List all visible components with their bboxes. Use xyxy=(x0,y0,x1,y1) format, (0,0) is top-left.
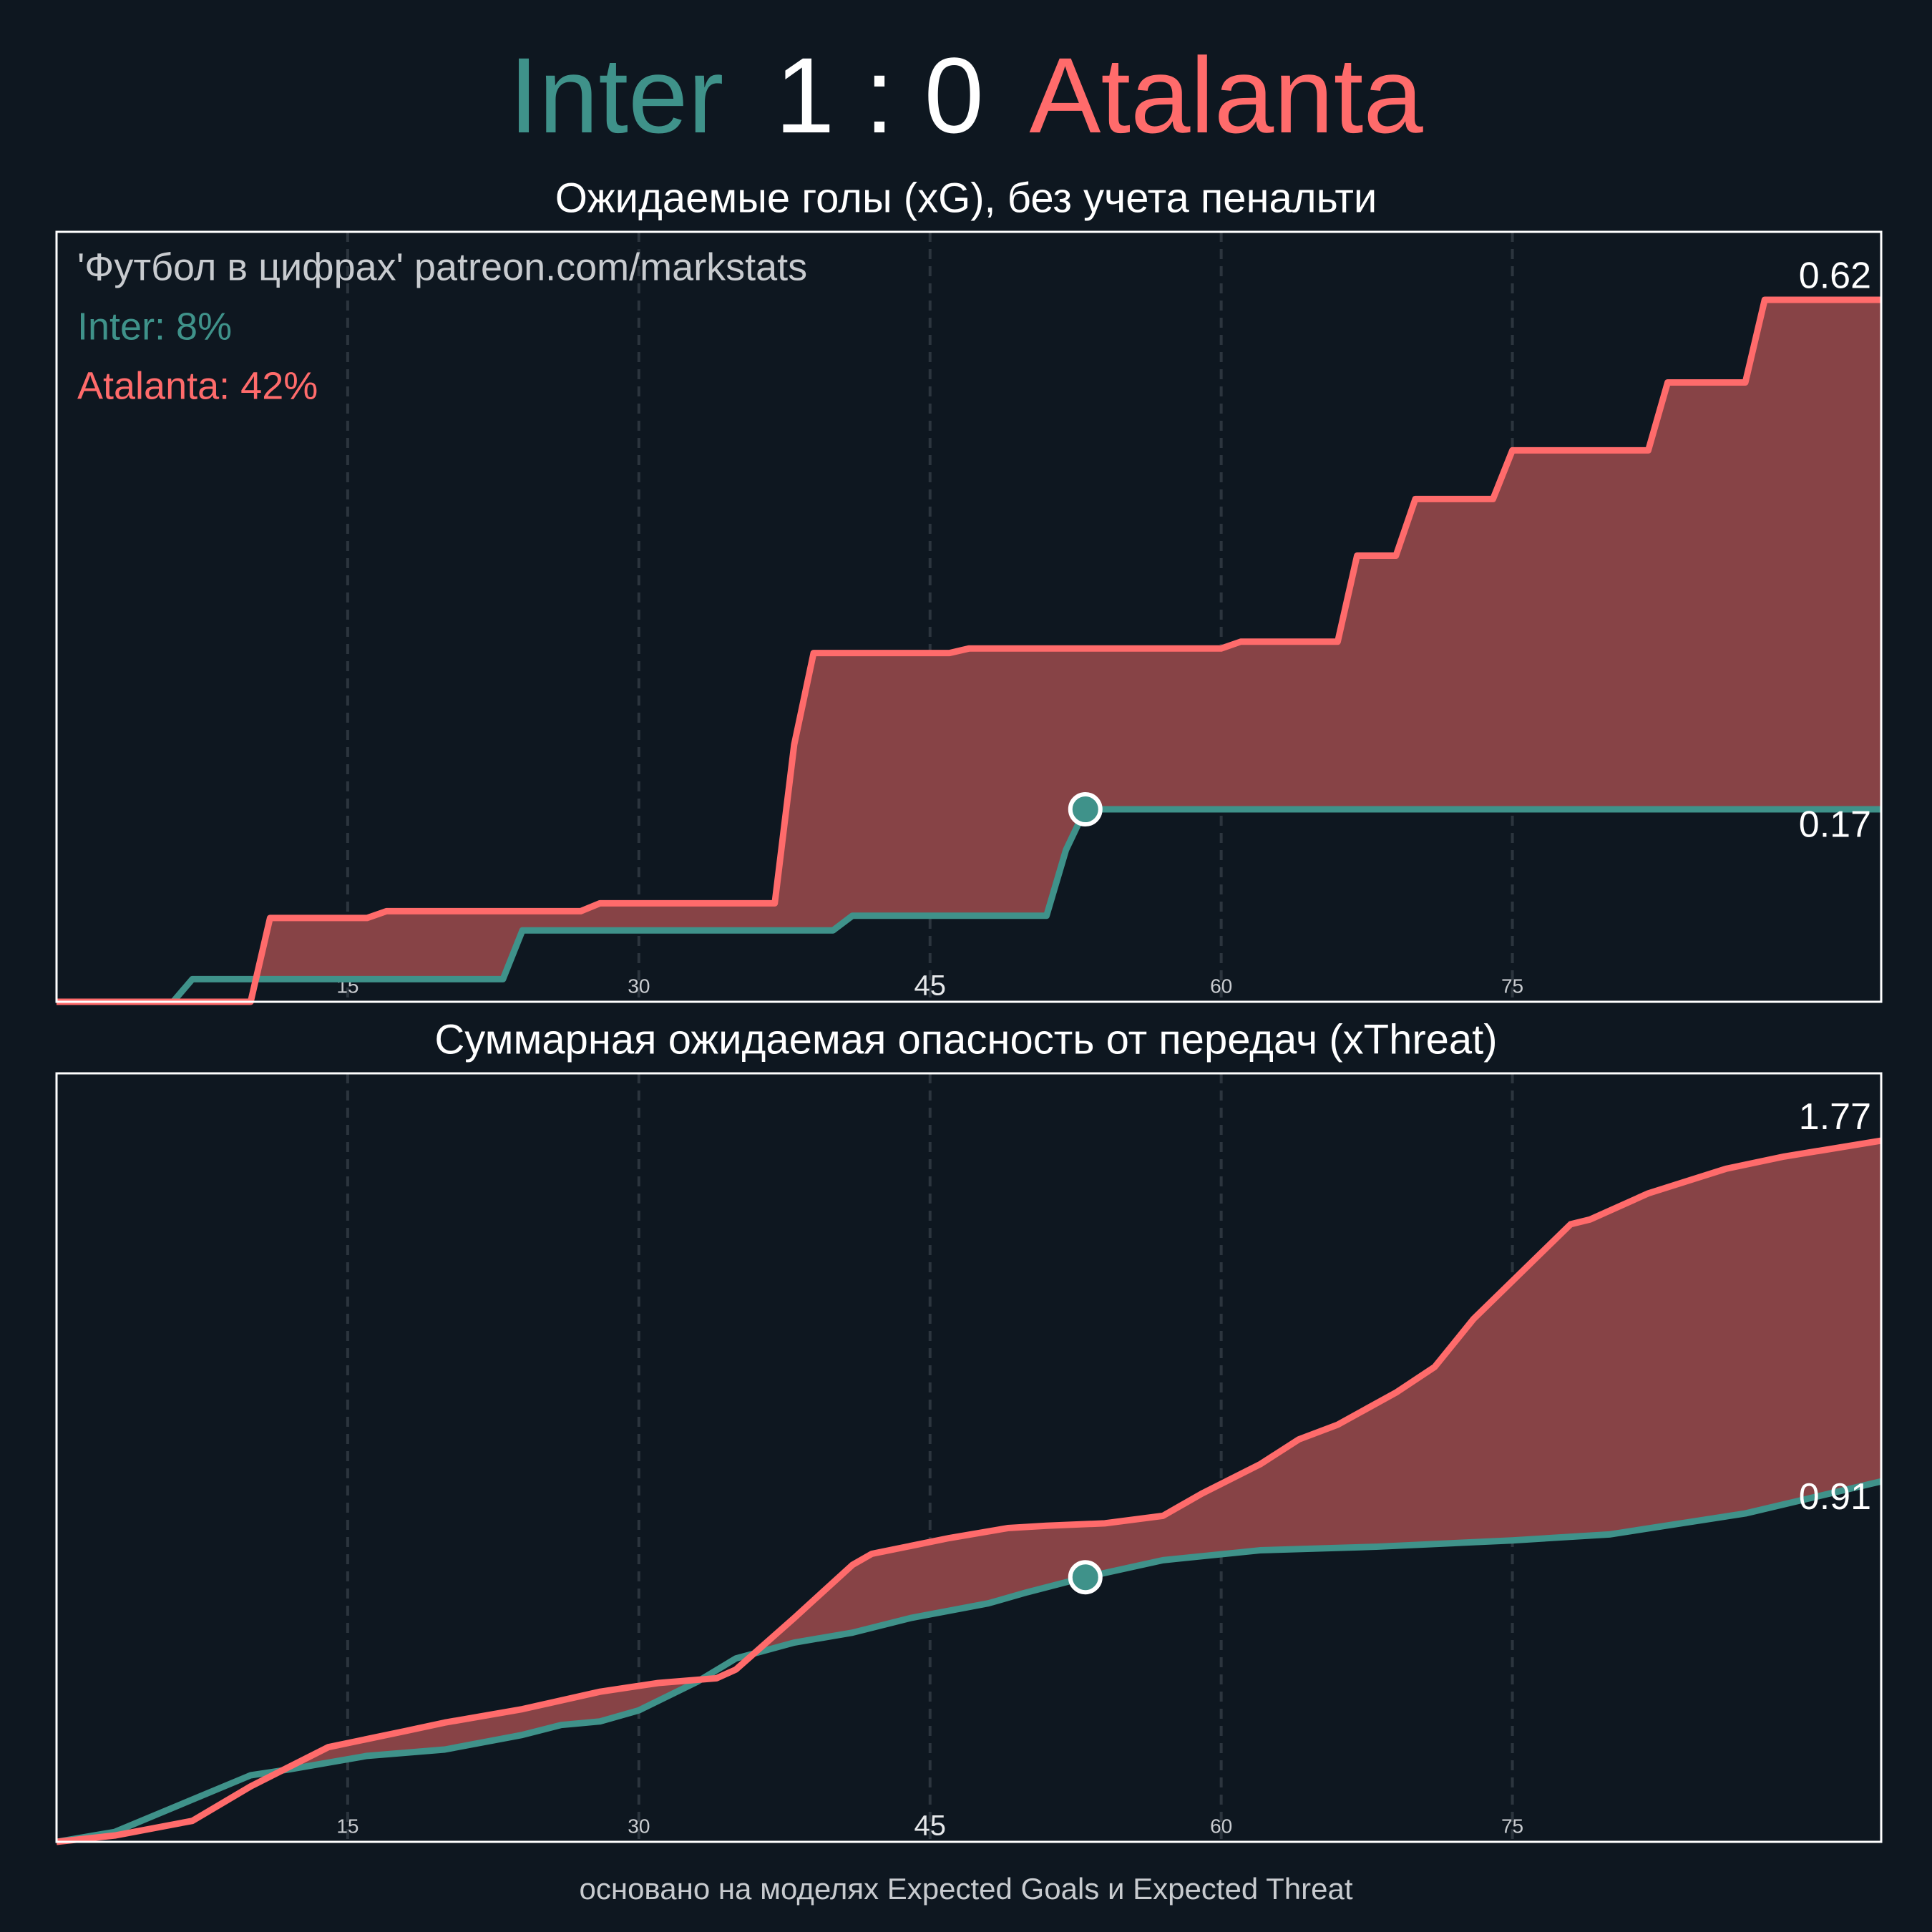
x-tick-label: 75 xyxy=(1501,1815,1523,1837)
end-value-label: 0.62 xyxy=(1799,255,1871,297)
end-value-label: 0.17 xyxy=(1799,804,1871,846)
annotation: 'Футбол в цифрах' patreon.com/markstats xyxy=(77,245,807,288)
match-title: Inter 1 : 0 Atalanta xyxy=(509,35,1423,155)
plot-frame xyxy=(55,1072,1883,1843)
x-tick-label: 15 xyxy=(336,1815,358,1837)
x-tick-label: 45 xyxy=(914,1810,946,1842)
end-value-label: 1.77 xyxy=(1799,1096,1871,1138)
score: 1 : 0 xyxy=(775,35,984,155)
away-team: Atalanta xyxy=(1029,35,1423,155)
series-line xyxy=(57,806,1881,1005)
x-tick-label: 30 xyxy=(628,975,650,997)
x-tick-label: 75 xyxy=(1501,975,1523,997)
series-line xyxy=(56,1137,1882,1845)
annotation: Atalanta: 42% xyxy=(77,364,318,407)
goal-marker xyxy=(1068,792,1103,826)
x-tick-label: 60 xyxy=(1210,1815,1232,1837)
x-tick-label: 45 xyxy=(914,970,946,1002)
chart-subtitle: Ожидаемые голы (xG), без учета пенальти xyxy=(555,175,1377,221)
x-tick-label: 60 xyxy=(1210,975,1232,997)
x-tick-label: 30 xyxy=(628,1815,650,1837)
home-team: Inter xyxy=(509,35,723,155)
series-line xyxy=(56,1478,1883,1845)
goal-marker xyxy=(1068,1560,1103,1595)
plot-frame xyxy=(55,230,1883,1003)
chart-subtitle: Суммарная ожидаемая опасность от передач… xyxy=(434,1016,1497,1063)
series-line xyxy=(57,296,1881,1005)
end-value-label: 0.91 xyxy=(1799,1476,1871,1518)
annotation: Inter: 8% xyxy=(77,305,232,348)
footer: основано на моделях Expected Goals и Exp… xyxy=(580,1872,1353,1906)
